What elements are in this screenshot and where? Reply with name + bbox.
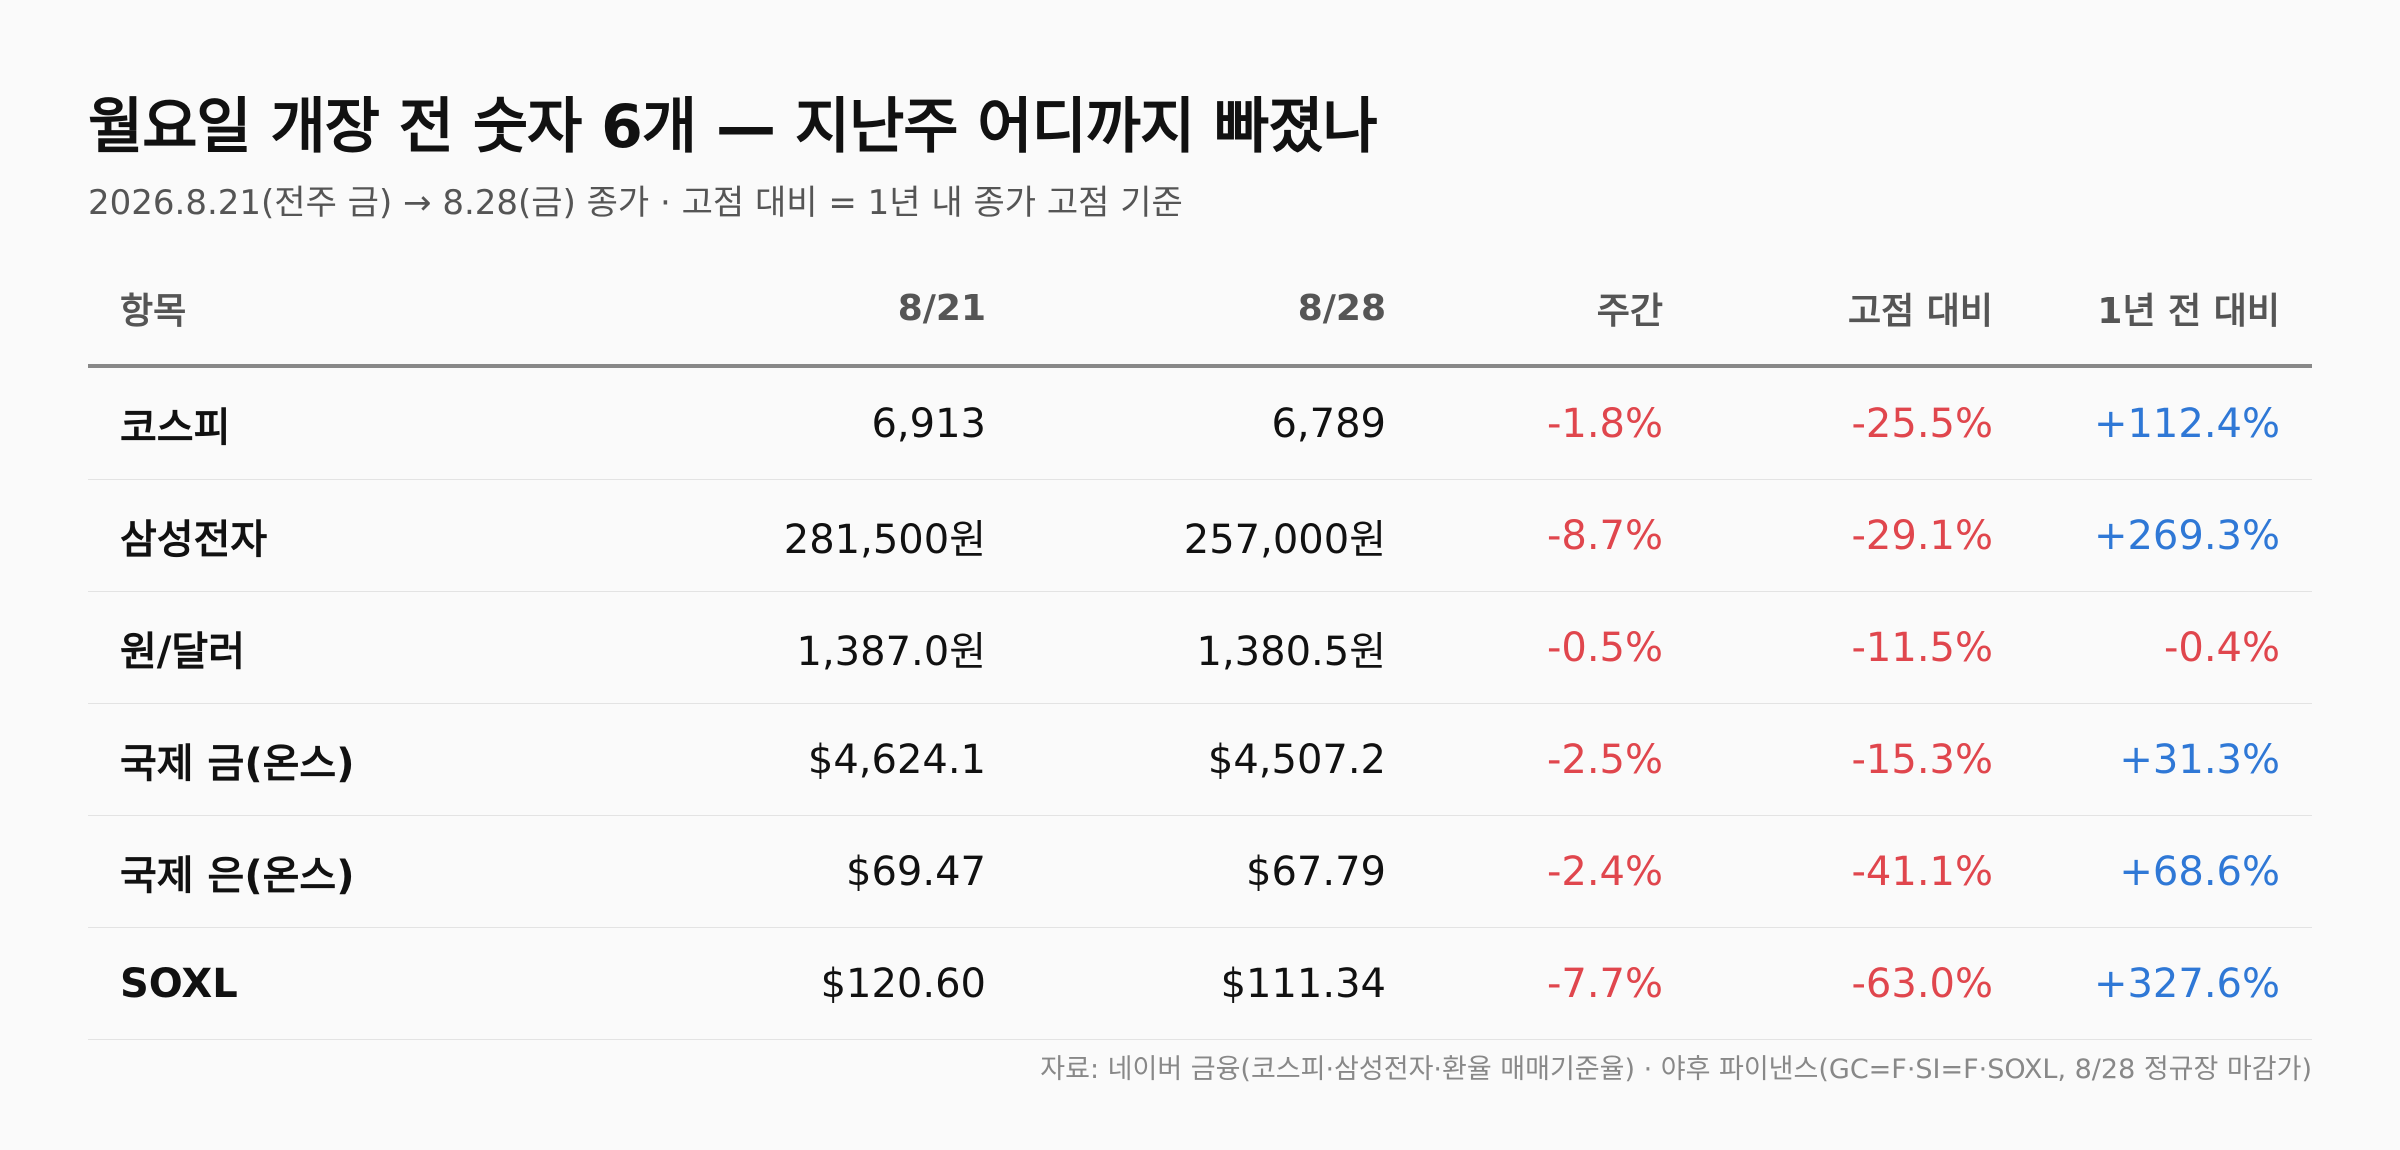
row-from-high: -29.1%: [1695, 479, 2025, 592]
row-curr-value: 257,000원: [1018, 479, 1418, 592]
row-from-high: -15.3%: [1695, 703, 2025, 816]
row-from-high: -11.5%: [1695, 591, 2025, 704]
data-table: 항목 8/21 8/28 주간 고점 대비 1년 전 대비 코스피 6,913 …: [88, 252, 2312, 1040]
table-row: 삼성전자 281,500원 257,000원 -8.7% -29.1% +269…: [88, 479, 2312, 592]
row-name: SOXL: [88, 927, 618, 1040]
row-weekly-change: -2.4%: [1418, 815, 1695, 928]
column-header-yoy: 1년 전 대비: [2025, 252, 2312, 368]
row-curr-value: 6,789: [1018, 366, 1418, 480]
row-yoy-change: +112.4%: [2025, 366, 2312, 480]
column-header-prev: 8/21: [618, 252, 1018, 368]
row-weekly-change: -0.5%: [1418, 591, 1695, 704]
row-prev-value: $4,624.1: [618, 703, 1018, 816]
row-yoy-change: +68.6%: [2025, 815, 2312, 928]
table-row: 국제 은(온스) $69.47 $67.79 -2.4% -41.1% +68.…: [88, 815, 2312, 928]
source-note: 자료: 네이버 금융(코스피·삼성전자·환율 매매기준율) · 야후 파이낸스(…: [1040, 1054, 2312, 1085]
row-from-high: -41.1%: [1695, 815, 2025, 928]
table-row: SOXL $120.60 $111.34 -7.7% -63.0% +327.6…: [88, 927, 2312, 1040]
column-header-weekly: 주간: [1418, 252, 1695, 368]
row-name: 코스피: [88, 366, 618, 480]
row-weekly-change: -8.7%: [1418, 479, 1695, 592]
row-curr-value: $111.34: [1018, 927, 1418, 1040]
row-weekly-change: -7.7%: [1418, 927, 1695, 1040]
row-prev-value: 281,500원: [618, 479, 1018, 592]
page-subtitle: 2026.8.21(전주 금) → 8.28(금) 종가 · 고점 대비 = 1…: [88, 183, 1183, 223]
row-prev-value: 1,387.0원: [618, 591, 1018, 704]
column-header-from-high: 고점 대비: [1695, 252, 2025, 368]
row-yoy-change: +31.3%: [2025, 703, 2312, 816]
row-name: 국제 금(온스): [88, 703, 618, 816]
row-weekly-change: -2.5%: [1418, 703, 1695, 816]
row-prev-value: $120.60: [618, 927, 1018, 1040]
row-from-high: -63.0%: [1695, 927, 2025, 1040]
row-weekly-change: -1.8%: [1418, 366, 1695, 480]
column-header-curr: 8/28: [1018, 252, 1418, 368]
table-row: 코스피 6,913 6,789 -1.8% -25.5% +112.4%: [88, 366, 2312, 480]
row-curr-value: $67.79: [1018, 815, 1418, 928]
row-name: 원/달러: [88, 591, 618, 704]
row-yoy-change: +327.6%: [2025, 927, 2312, 1040]
table-row: 원/달러 1,387.0원 1,380.5원 -0.5% -11.5% -0.4…: [88, 591, 2312, 704]
row-name: 삼성전자: [88, 479, 618, 592]
row-from-high: -25.5%: [1695, 366, 2025, 480]
row-curr-value: $4,507.2: [1018, 703, 1418, 816]
column-header-item: 항목: [88, 252, 618, 368]
row-name: 국제 은(온스): [88, 815, 618, 928]
row-yoy-change: -0.4%: [2025, 591, 2312, 704]
row-curr-value: 1,380.5원: [1018, 591, 1418, 704]
table-header-row: 항목 8/21 8/28 주간 고점 대비 1년 전 대비: [88, 252, 2312, 368]
row-prev-value: 6,913: [618, 366, 1018, 480]
row-yoy-change: +269.3%: [2025, 479, 2312, 592]
page-title: 월요일 개장 전 숫자 6개 — 지난주 어디까지 빠졌나: [88, 92, 1378, 162]
row-prev-value: $69.47: [618, 815, 1018, 928]
table-row: 국제 금(온스) $4,624.1 $4,507.2 -2.5% -15.3% …: [88, 703, 2312, 816]
